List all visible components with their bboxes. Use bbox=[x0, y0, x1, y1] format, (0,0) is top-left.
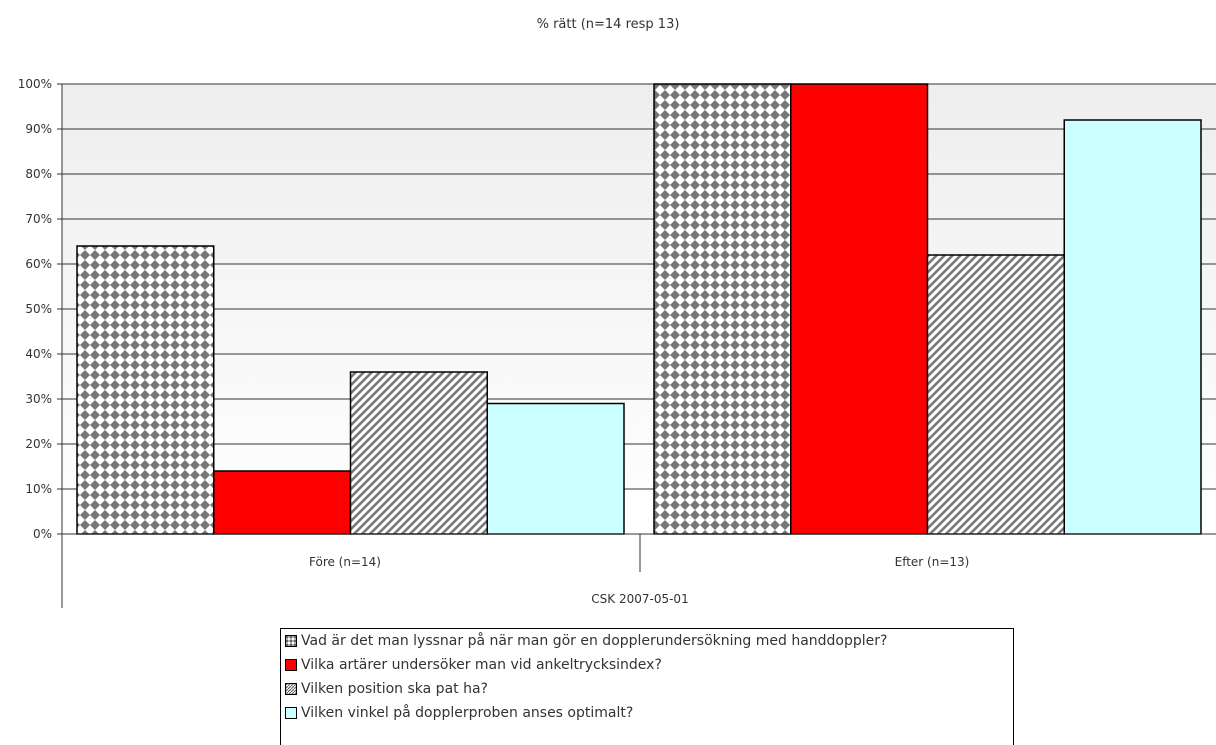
category-label-fore: Före (n=14) bbox=[309, 555, 381, 569]
legend-swatch-red-icon bbox=[285, 659, 297, 671]
y-tick-label: 80% bbox=[25, 167, 52, 181]
legend-swatch-cyan-icon bbox=[285, 707, 297, 719]
gridlines bbox=[62, 83, 1216, 490]
legend-label: Vilken vinkel på dopplerproben anses opt… bbox=[301, 705, 634, 721]
y-tick-label: 90% bbox=[25, 122, 52, 136]
legend-label: Vad är det man lyssnar på när man gör en… bbox=[301, 633, 888, 649]
legend: Vad är det man lyssnar på när man gör en… bbox=[280, 628, 1014, 745]
y-tick-label: 30% bbox=[25, 392, 52, 406]
chart-title: % rätt (n=14 resp 13) bbox=[537, 17, 680, 32]
y-tick-label: 50% bbox=[25, 302, 52, 316]
y-tick-label: 70% bbox=[25, 212, 52, 226]
bar-series-1-cat-2 bbox=[653, 83, 792, 535]
legend-label: Vilka artärer undersöker man vid ankeltr… bbox=[301, 657, 662, 673]
y-tick-label: 20% bbox=[25, 437, 52, 451]
group-label: CSK 2007-05-01 bbox=[591, 592, 688, 606]
y-tick-label: 40% bbox=[25, 347, 52, 361]
bar-series-3-cat-2 bbox=[926, 254, 1065, 535]
bar-series-3-cat-1 bbox=[349, 371, 488, 535]
bar-chart: % rätt (n=14 resp 13) 0% 10% 20% 30% 40% 50% 6… bbox=[18, 17, 1216, 608]
y-tick-label: 60% bbox=[25, 257, 52, 271]
legend-swatch-diagonal-icon bbox=[285, 683, 297, 695]
legend-item: Vilken position ska pat ha? bbox=[281, 677, 1013, 701]
legend-label: Vilken position ska pat ha? bbox=[301, 681, 488, 697]
bar-series-1-cat-1 bbox=[76, 245, 215, 535]
bar-series-2-cat-1 bbox=[213, 470, 352, 535]
legend-item: Vad är det man lyssnar på när man gör en… bbox=[281, 629, 1013, 653]
legend-item: Vilken vinkel på dopplerproben anses opt… bbox=[281, 701, 1013, 725]
bar-series-4-cat-2 bbox=[1063, 119, 1202, 535]
bar-series-4-cat-1 bbox=[486, 402, 625, 535]
bar-series-2-cat-2 bbox=[790, 83, 929, 535]
legend-item: Vilka artärer undersöker man vid ankeltr… bbox=[281, 653, 1013, 677]
y-axis-tick-labels: 0% 10% 20% 30% 40% 50% 60% 70% 80% 90% 100% bbox=[18, 77, 62, 541]
legend-swatch-checker-icon bbox=[285, 635, 297, 647]
y-tick-label: 0% bbox=[33, 527, 52, 541]
category-label-efter: Efter (n=13) bbox=[895, 555, 970, 569]
y-tick-label: 10% bbox=[25, 482, 52, 496]
y-tick-label: 100% bbox=[18, 77, 52, 91]
bars bbox=[76, 83, 1202, 535]
